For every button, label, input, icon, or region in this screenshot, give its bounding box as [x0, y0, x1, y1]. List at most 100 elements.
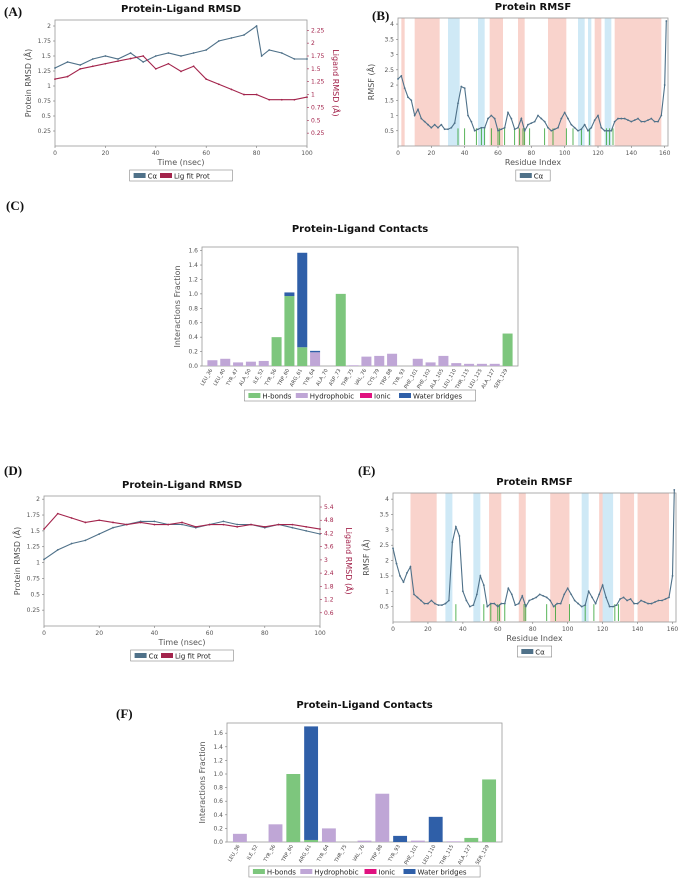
- x-tick-label: 40: [461, 150, 469, 157]
- series-point: [617, 117, 619, 120]
- y-tick-label: 2: [47, 23, 51, 30]
- series-point: [461, 590, 464, 593]
- x-tick-label: 20: [428, 150, 436, 157]
- bar-h-bonds: [335, 293, 346, 366]
- category-label: ARG_61: [298, 844, 313, 864]
- series-point: [528, 599, 531, 602]
- series-point: [633, 602, 635, 605]
- category-label: TYR_56: [262, 844, 277, 864]
- category-label: LEU_36: [227, 844, 241, 863]
- series-point: [563, 111, 566, 114]
- legend-swatch: [521, 649, 534, 654]
- series-point: [440, 123, 443, 126]
- bar-hydrophobic: [310, 352, 321, 366]
- x-tick-label: 20: [95, 630, 103, 637]
- series-point: [84, 539, 87, 542]
- y-tick-label: 1.75: [27, 512, 41, 519]
- series-point: [545, 596, 548, 599]
- y-tick-label: 1: [390, 113, 394, 120]
- legend-swatch: [134, 653, 147, 658]
- x-tick-label: 0: [53, 150, 57, 157]
- chart-b: 0 20 40 60 80 100 120 140 160 0.5 1 1.5 2 2.5 3 3.5 4 Pro…: [365, 2, 671, 182]
- series-point: [657, 599, 660, 602]
- series-point: [139, 521, 142, 524]
- series-point: [306, 58, 308, 60]
- series-point: [409, 565, 412, 568]
- category-label: PHE_101: [403, 844, 419, 866]
- series-point: [570, 123, 573, 126]
- series-point: [222, 523, 225, 526]
- bar-h-bonds: [271, 337, 282, 366]
- legend-frame: [130, 649, 234, 662]
- series-point: [457, 102, 459, 105]
- series-line-ligand: [43, 512, 321, 530]
- series-point: [573, 126, 576, 129]
- category-label: ALA_50: [238, 368, 253, 387]
- bar-hydrophobic: [438, 355, 449, 366]
- helix-region: [518, 493, 526, 622]
- series-point: [205, 49, 208, 51]
- series-point: [580, 605, 583, 608]
- series-point: [563, 593, 566, 596]
- series-point: [650, 117, 653, 120]
- series-point: [277, 523, 280, 526]
- series-point: [222, 520, 225, 523]
- y-tick-label: 1: [385, 588, 389, 595]
- y-tick-label: 1: [47, 83, 51, 90]
- y-tick-label: 3.5: [379, 512, 389, 519]
- series-point: [430, 126, 433, 129]
- y-right-tick-label: 3: [324, 557, 328, 564]
- series-point: [413, 114, 416, 117]
- series-point: [450, 126, 453, 129]
- series-point: [640, 599, 642, 602]
- series-point: [613, 120, 616, 123]
- legend-swatch: [360, 393, 372, 398]
- y-tick-label: 4: [390, 21, 394, 28]
- helix-region: [620, 493, 635, 622]
- y-tick-label: 1.4: [213, 744, 223, 751]
- series-point: [552, 605, 555, 608]
- bar-hydrophobic: [232, 833, 247, 842]
- series-line-protein: [397, 20, 667, 133]
- series-point: [643, 601, 646, 603]
- panel-label-b: (B): [372, 8, 389, 23]
- y-tick-label: 3.5: [384, 36, 394, 43]
- bar-hydrophobic: [348, 365, 359, 366]
- series-point: [255, 25, 258, 27]
- series-point: [654, 601, 656, 603]
- y-tick-label: 1.0: [213, 771, 223, 778]
- y-right-tick-label: 0.25: [311, 130, 325, 137]
- series-point: [407, 96, 409, 99]
- series-point: [500, 128, 503, 131]
- series-point: [280, 98, 283, 101]
- series-point: [444, 602, 447, 605]
- series-point: [665, 20, 668, 22]
- series-point: [260, 55, 263, 57]
- bar-h-bonds: [304, 839, 319, 842]
- y-tick-label: 1.25: [27, 544, 41, 551]
- series-point: [395, 562, 398, 565]
- legend-label: Ionic: [374, 393, 391, 401]
- series-point: [56, 512, 59, 515]
- x-axis-label: Time (nsec): [158, 638, 206, 647]
- y-tick-label: 2: [385, 558, 389, 565]
- y-tick-label: 2: [36, 496, 40, 503]
- x-tick-label: 40: [459, 626, 467, 633]
- y-axis-label: RMSF (Å): [365, 64, 376, 100]
- y-right-axis-label: Ligand RMSD (Å): [344, 527, 355, 594]
- legend-frame: [515, 169, 551, 182]
- series-point: [167, 62, 170, 65]
- series-point: [556, 602, 559, 605]
- series-point: [483, 126, 486, 129]
- series-point: [517, 602, 520, 605]
- strand-region: [602, 493, 614, 622]
- legend-swatch: [364, 869, 377, 874]
- series-point: [293, 58, 296, 60]
- series-point: [520, 117, 523, 120]
- series-point: [399, 575, 401, 577]
- y-tick-label: 1.2: [188, 276, 198, 283]
- series-point: [427, 602, 429, 605]
- series-point: [543, 120, 546, 123]
- series-point: [112, 526, 114, 529]
- series-point: [557, 126, 559, 129]
